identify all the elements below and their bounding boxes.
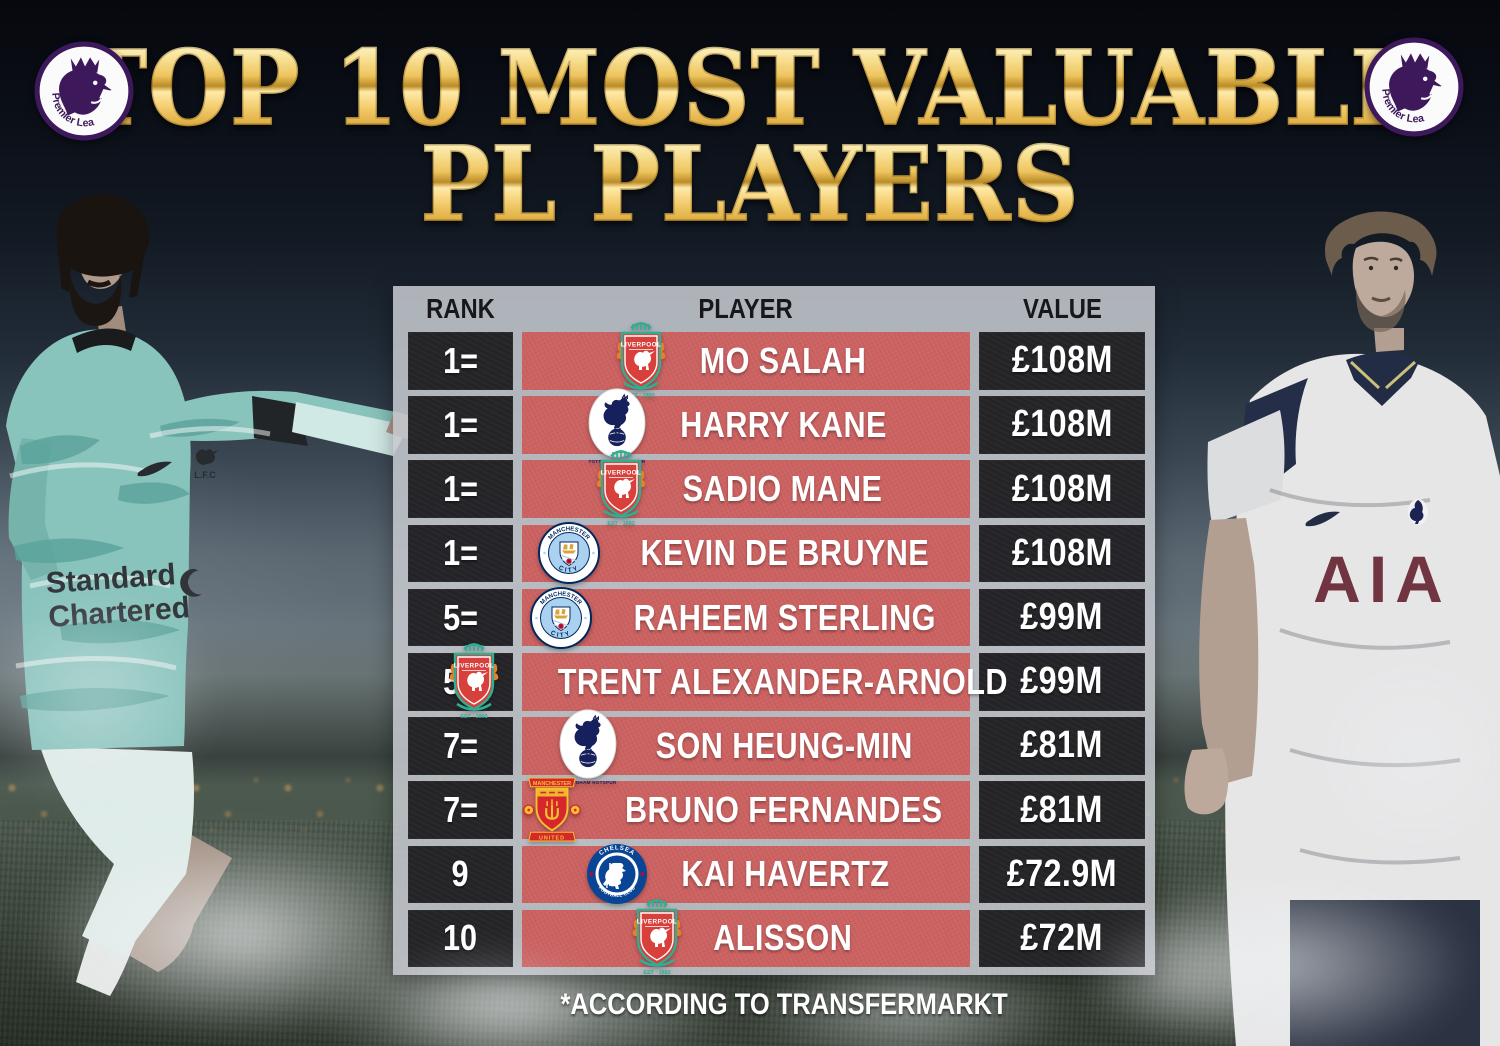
liverpool-crest-icon <box>448 641 500 720</box>
salah-jersey-sponsor: Standard Chartered <box>45 558 203 634</box>
value-cell: £108M <box>979 396 1145 454</box>
nike-swoosh-icon <box>1305 511 1340 527</box>
player-cell: SADIO MANE <box>522 449 970 528</box>
header-cell-player: PLAYER <box>698 293 794 324</box>
table-header-row: RANK PLAYER VALUE <box>408 286 1145 332</box>
rank-value: 1= <box>443 532 478 574</box>
player-cell: BRUNO FERNANDES <box>522 777 970 843</box>
player-cell: MO SALAH <box>522 320 970 399</box>
value-cell: £81M <box>979 717 1145 775</box>
header-cell-rank: RANK <box>426 293 495 324</box>
value-cell: £108M <box>979 460 1145 518</box>
mancity-crest-icon <box>530 586 593 649</box>
rank-cell: 7= <box>408 781 513 839</box>
value-amount: £72M <box>1020 916 1104 959</box>
rank-value: 1= <box>443 403 478 445</box>
player-name: ALISSON <box>713 917 853 959</box>
rank-value: 1= <box>443 468 478 510</box>
salah-figure: L.F.C Standard Chartered <box>6 194 421 996</box>
value-cell: £72.9M <box>979 845 1145 904</box>
rank-cell: 1= <box>408 524 513 583</box>
rank-value: 7= <box>443 724 478 766</box>
value-cell: £72M <box>979 909 1145 968</box>
value-amount: £108M <box>1011 531 1113 574</box>
value-amount: £81M <box>1020 788 1104 831</box>
value-amount: £99M <box>1020 596 1104 639</box>
liverpool-crest-icon <box>595 449 647 528</box>
player-name: KEVIN DE BRUYNE <box>640 532 930 574</box>
rank-cell: 9 <box>408 845 513 904</box>
kane-jersey-sponsor: AIA <box>1313 542 1451 616</box>
value-amount: £108M <box>1011 467 1113 510</box>
rank-cell: 1= <box>408 332 513 390</box>
player-name: SON HEUNG-MIN <box>655 724 913 766</box>
source-footnote: *ACCORDING TO TRANSFERMARKT <box>560 988 1008 1021</box>
rank-cell: 1= <box>408 396 513 454</box>
premier-league-logo-left <box>33 40 135 142</box>
player-cell: RAHEEM STERLING <box>522 586 970 649</box>
spurs-jersey-crest-icon <box>1408 499 1428 525</box>
page-title: TOP 10 MOST VALUABLE PL PLAYERS <box>0 37 1500 237</box>
player-photo-kane: AIA <box>1184 211 1500 1046</box>
player-name: HARRY KANE <box>680 403 888 445</box>
player-name: MO SALAH <box>699 339 867 381</box>
liverpool-crest-icon <box>631 898 683 977</box>
player-cell: ALISSON <box>522 898 970 977</box>
mancity-crest-icon <box>538 522 601 585</box>
chelsea-crest-icon <box>585 843 648 906</box>
player-name: TRENT ALEXANDER-ARNOLD <box>557 660 1009 702</box>
liverpool-jersey-crest-icon: L.F.C <box>194 449 219 480</box>
value-amount: £72.9M <box>1006 852 1118 895</box>
value-amount: £108M <box>1011 339 1113 382</box>
header-cell-value: VALUE <box>1022 293 1102 324</box>
player-cell: SON HEUNG-MIN <box>522 708 970 786</box>
page-title-line1: TOP 10 MOST VALUABLE <box>75 37 1425 141</box>
rank-value: 10 <box>443 917 478 959</box>
rank-cell: 7= <box>408 717 513 775</box>
player-cell: TRENT ALEXANDER-ARNOLD <box>448 641 1008 720</box>
player-cell: KAI HAVERTZ <box>522 843 970 906</box>
rank-cell: 5= <box>408 588 513 647</box>
value-amount: £81M <box>1020 724 1104 767</box>
svg-text:L.F.C: L.F.C <box>194 470 216 480</box>
player-photo-salah: L.F.C Standard Chartered <box>6 194 421 996</box>
rank-value: 7= <box>443 789 478 831</box>
value-cell: £108M <box>979 524 1145 583</box>
value-amount: £108M <box>1011 403 1113 446</box>
salah-jersey-camo <box>14 418 240 712</box>
rank-value: 1= <box>443 339 478 381</box>
player-name: SADIO MANE <box>683 468 883 510</box>
rank-value: 9 <box>451 853 470 895</box>
rank-cell: 1= <box>408 460 513 518</box>
value-cell: £99M <box>979 588 1145 647</box>
salah-jersey-streaks <box>9 426 271 671</box>
rank-cell: 10 <box>408 909 513 968</box>
rank-value: 5= <box>443 596 478 638</box>
player-name: BRUNO FERNANDES <box>625 789 943 831</box>
value-cell: £108M <box>979 332 1145 390</box>
player-cell: HARRY KANE <box>522 388 970 465</box>
premier-league-logo-right <box>1363 36 1465 138</box>
value-amount: £99M <box>1020 660 1104 703</box>
value-cell: £99M <box>979 652 1145 711</box>
table-body: 1= MO SALAH £108M 1= HARRY KANE £108M 1=… <box>408 320 1145 977</box>
value-cell: £81M <box>979 781 1145 839</box>
manutd-crest-icon <box>523 777 582 843</box>
player-name: RAHEEM STERLING <box>633 596 937 638</box>
player-name: KAI HAVERTZ <box>680 853 890 895</box>
page-title-line2: PL PLAYERS <box>75 133 1425 237</box>
nike-swoosh-icon <box>137 461 172 477</box>
player-cell: KEVIN DE BRUYNE <box>522 522 970 585</box>
kane-figure: AIA <box>1184 211 1500 1046</box>
ranking-table: RANK PLAYER VALUE 1= MO SALAH £108M 1= H… <box>393 286 1155 977</box>
